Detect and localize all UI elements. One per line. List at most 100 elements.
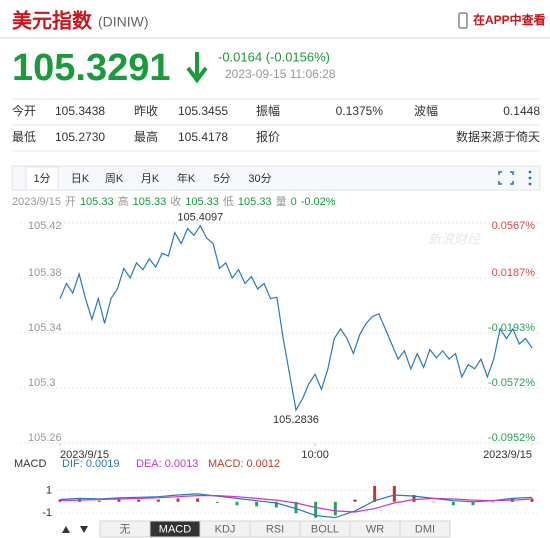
stats: 今开 105.3438 昨收 105.3455 振幅 0.1375% 波幅 0.1448 最低 1… xyxy=(12,98,540,152)
info-item: 105.33 xyxy=(185,196,219,208)
stat-label: 报价 xyxy=(256,129,280,144)
stat-label: 最高 xyxy=(134,129,158,144)
y2-tick-label: -0.0193% xyxy=(488,322,535,334)
indicator-tab[interactable]: BOLL xyxy=(311,523,339,535)
x-tick-label: 2023/9/15 xyxy=(483,449,532,461)
y-tick-label: 105.38 xyxy=(28,267,62,279)
macd-line xyxy=(59,495,533,513)
x-tick-label: 10:00 xyxy=(301,449,329,461)
tab[interactable]: 1分 xyxy=(33,172,50,185)
macd-bar xyxy=(432,501,436,503)
info-item: 2023/9/15 xyxy=(12,196,61,208)
macd-bar xyxy=(333,501,337,516)
info-bar: 2023/9/15 开 105.33 高 105.33 收 105.33 低 105.33 量 0-… xyxy=(12,194,336,208)
tab[interactable]: 5分 xyxy=(213,172,230,185)
tab[interactable]: 月K xyxy=(141,173,160,185)
y-tick-label: 105.26 xyxy=(28,432,62,444)
macd-bar xyxy=(196,498,200,502)
macd-bar xyxy=(156,499,160,502)
macd-bar xyxy=(294,501,298,514)
macd-bar xyxy=(491,501,495,503)
low-label: 105.2836 xyxy=(273,414,319,426)
info-item: 量 xyxy=(276,195,287,208)
app-link[interactable]: 在APP中查看 xyxy=(473,12,546,27)
y2-tick-label: 0.0567% xyxy=(492,220,536,232)
indicator-tab[interactable]: RSI xyxy=(266,523,284,535)
macd-bar xyxy=(373,485,377,502)
price-chart: 新浪财经 105.42 105.38 105.34 105.3 105.26 0.0567%… xyxy=(20,212,540,461)
stat-label: 波幅 xyxy=(414,103,438,118)
price-line xyxy=(59,224,533,412)
tab[interactable]: 年K xyxy=(177,171,196,185)
price: 105.3291 xyxy=(12,47,171,89)
indicator-tab[interactable]: 无 xyxy=(120,523,131,535)
indicator-tabs: 无 MACD KDJ RSI BOLL WR DMI xyxy=(99,520,451,538)
title: 美元指数 xyxy=(12,8,93,32)
macd-bar xyxy=(353,499,357,502)
info-item: 105.33 xyxy=(238,196,272,208)
info-item: 低 xyxy=(223,195,234,208)
y2-tick-label: 0.0187% xyxy=(492,267,536,279)
info-item: 0 xyxy=(291,196,297,208)
y-tick-label: 1 xyxy=(46,484,52,496)
phone-icon xyxy=(458,12,468,29)
tab[interactable]: 30分 xyxy=(248,172,271,185)
down-arrow xyxy=(186,52,208,84)
stat-label: 今开 xyxy=(12,103,36,118)
high-label: 105.4097 xyxy=(177,212,223,224)
stat-value: 数据来源于倚天 xyxy=(456,129,540,144)
indicator-tab[interactable]: WR xyxy=(366,523,384,535)
indicator-tab[interactable]: MACD xyxy=(159,523,191,535)
macd-bar xyxy=(314,501,318,518)
watermark: 新浪财经 xyxy=(428,231,482,246)
down-button[interactable] xyxy=(80,526,88,533)
tabs: 1分 日K 周K 月K 年K 5分 30分 xyxy=(25,166,272,191)
info-item: 开 xyxy=(65,196,76,208)
macd-bar xyxy=(530,498,534,502)
macd-bar xyxy=(412,495,416,502)
tab-bar xyxy=(11,165,541,191)
macd-bar xyxy=(215,501,219,503)
macd-bar xyxy=(274,501,278,508)
stat-label: 振幅 xyxy=(256,103,280,118)
info-item: -0.02% xyxy=(301,196,336,208)
info-item: 105.33 xyxy=(133,196,167,208)
macd-line xyxy=(59,493,533,519)
stat-value: 105.2730 xyxy=(55,130,105,144)
macd-bar xyxy=(235,501,239,506)
y-tick-label: -1 xyxy=(42,507,52,519)
tab[interactable]: 周K xyxy=(105,172,124,185)
fullscreen-icon[interactable] xyxy=(498,171,514,185)
info-item: 105.33 xyxy=(80,196,114,208)
tab[interactable]: 日K xyxy=(71,173,90,185)
legend-entry: DIF: 0.0019 xyxy=(62,458,119,470)
stat-value: 0.1448 xyxy=(503,104,540,118)
info-item: 高 xyxy=(118,194,129,208)
stat-value: 105.3455 xyxy=(178,104,228,118)
change: -0.0164 (-0.0156%) xyxy=(218,49,330,64)
x-tick-label: 2023/9/15 xyxy=(60,449,109,461)
stat-label: 最低 xyxy=(12,130,36,144)
macd-bar xyxy=(392,485,396,502)
y-tick-label: 105.3 xyxy=(28,377,56,389)
y2-tick-label: -0.0572% xyxy=(488,377,535,389)
indicator-tab[interactable]: DMI xyxy=(415,523,435,535)
time: 2023-09-15 11:06:28 xyxy=(225,67,336,81)
indicator-tab-box[interactable] xyxy=(399,520,451,538)
macd-bar xyxy=(176,498,180,502)
stat-value: 0.1375% xyxy=(336,104,384,118)
y2-tick-label: -0.0952% xyxy=(488,432,535,444)
stat-value: 105.3438 xyxy=(55,104,105,118)
indicator-tab[interactable]: KDJ xyxy=(215,523,236,535)
menu-icon[interactable] xyxy=(528,170,532,186)
up-button[interactable] xyxy=(62,526,70,533)
code: (DINIW) xyxy=(98,14,149,30)
macd-bar xyxy=(451,501,455,506)
legend-entry: MACD: 0.0012 xyxy=(208,458,280,470)
macd-bar xyxy=(97,500,101,502)
macd-bar xyxy=(471,501,475,506)
legend-entry: DEA: 0.0013 xyxy=(136,458,198,470)
macd-bar xyxy=(117,499,121,502)
y-tick-label: 105.34 xyxy=(28,322,62,334)
